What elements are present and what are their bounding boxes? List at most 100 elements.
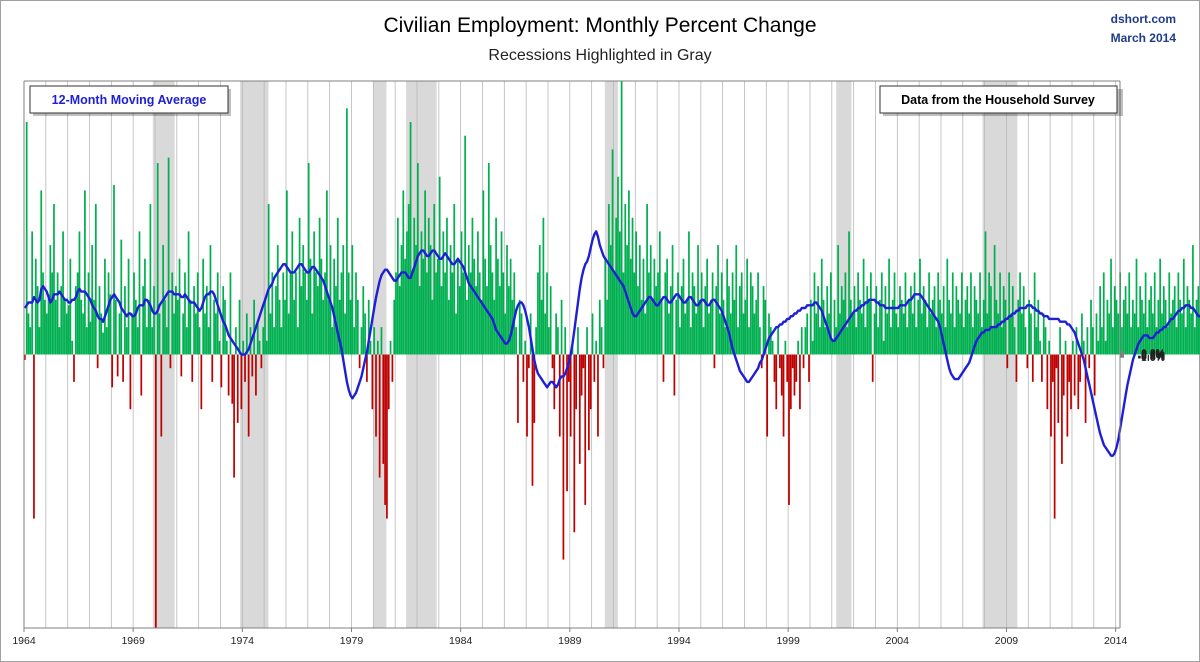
bar (498, 286, 501, 355)
bar (695, 313, 698, 355)
moving-average-line (23, 230, 1200, 457)
bar (697, 245, 699, 355)
bar (435, 272, 437, 355)
bar (1197, 286, 1200, 355)
bar (709, 299, 712, 355)
bar (848, 231, 850, 355)
bar (100, 313, 103, 355)
bar (824, 327, 827, 355)
bar (628, 190, 630, 355)
bar (753, 313, 756, 355)
bar (538, 245, 541, 355)
bar (946, 258, 949, 355)
bar (549, 286, 552, 355)
bar (908, 299, 910, 355)
x-tick-label: 2014 (1104, 635, 1128, 647)
bar (1139, 286, 1142, 355)
bar (229, 272, 232, 355)
bar (1153, 272, 1156, 355)
bar (651, 299, 654, 355)
bar (537, 272, 539, 355)
bar (791, 354, 794, 369)
bar (1077, 354, 1080, 410)
bar (1061, 354, 1063, 464)
bar (704, 286, 707, 355)
bar (142, 286, 144, 355)
bar (584, 354, 587, 505)
x-tick-label: 2009 (995, 635, 1019, 647)
bar (1162, 286, 1165, 355)
bar (387, 354, 390, 410)
y-axis-ticks: 1.0%0.8%0.6%0.4%0.2%0.0%-0.2%-0.4%-0.6%-… (1120, 347, 1165, 364)
bar (829, 272, 832, 355)
bar (666, 258, 668, 355)
bar (349, 299, 352, 355)
bar (893, 272, 896, 355)
bar (189, 299, 192, 355)
bar (1095, 313, 1098, 355)
bar (1132, 299, 1134, 355)
bar (271, 272, 274, 355)
bar (298, 217, 301, 355)
bar (1062, 354, 1065, 396)
bar (302, 245, 305, 355)
bar (522, 354, 525, 382)
bar (291, 231, 294, 355)
bar (1133, 313, 1136, 355)
bar (691, 272, 694, 355)
bar (109, 294, 112, 355)
bar (800, 327, 803, 355)
bar (702, 327, 705, 355)
bar (255, 354, 257, 396)
bar (577, 327, 579, 355)
bar (975, 299, 978, 355)
bar (247, 354, 250, 437)
bar (984, 231, 987, 355)
bar (113, 184, 115, 355)
bar (173, 313, 175, 355)
bar (906, 327, 909, 355)
bar (418, 286, 421, 355)
bar (662, 354, 665, 382)
bar (309, 258, 312, 355)
bar (951, 272, 954, 355)
bar (367, 299, 370, 355)
bar (809, 299, 812, 355)
bar (264, 299, 266, 355)
bar (437, 258, 439, 355)
bar (882, 340, 885, 355)
bar (886, 313, 889, 355)
bar (751, 286, 754, 355)
bar (84, 190, 86, 355)
bar (769, 327, 772, 355)
bar (1104, 340, 1107, 355)
bar (54, 299, 57, 355)
bar (578, 354, 581, 464)
bar (1008, 272, 1011, 355)
bar (977, 313, 980, 355)
bar (717, 245, 719, 355)
bar (34, 258, 37, 355)
bar (609, 245, 612, 355)
bar (156, 163, 159, 355)
bar (875, 286, 878, 355)
bar (677, 272, 679, 355)
bar (24, 354, 26, 360)
bar (1152, 313, 1154, 355)
bar (779, 354, 781, 369)
bar (706, 258, 708, 355)
bar (617, 176, 619, 355)
bar (262, 327, 265, 355)
bar (105, 327, 108, 355)
y-tick-label: -0.2% (1138, 350, 1165, 362)
bar (1101, 327, 1103, 355)
bar (176, 299, 179, 355)
bar (1064, 340, 1067, 355)
bar (320, 258, 323, 355)
bar (426, 272, 428, 355)
bar (200, 354, 203, 410)
bar (116, 354, 119, 377)
bar (364, 313, 366, 355)
bar (169, 354, 172, 369)
bar (631, 217, 634, 355)
